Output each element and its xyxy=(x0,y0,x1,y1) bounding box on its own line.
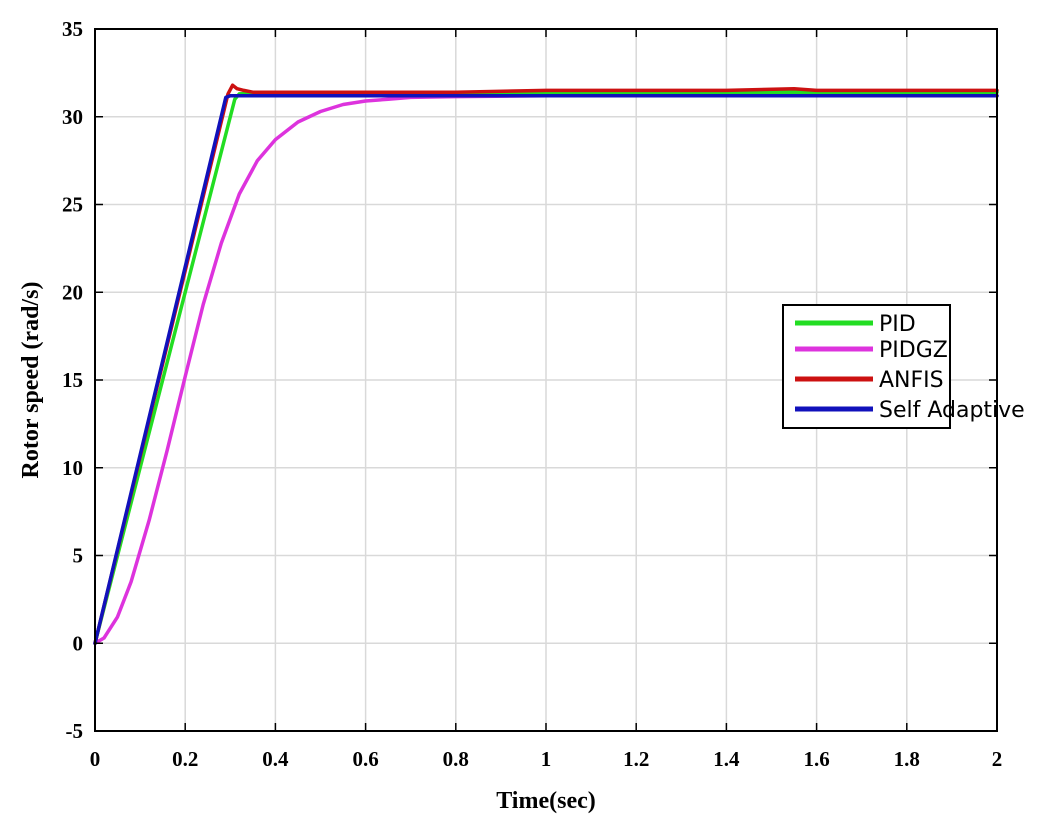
y-tick-label: 20 xyxy=(62,280,83,304)
y-axis-label: Rotor speed (rad/s) xyxy=(18,282,44,479)
x-tick-label: 1.8 xyxy=(894,747,920,771)
x-axis-label: Time(sec) xyxy=(496,788,596,814)
y-tick-label: -5 xyxy=(66,719,84,743)
y-tick-label: 25 xyxy=(62,193,83,217)
series-line-self-adaptive xyxy=(93,93,999,646)
plot-series xyxy=(93,83,999,646)
x-tick-label: 2 xyxy=(992,747,1003,771)
x-tick-label: 0.2 xyxy=(172,747,198,771)
series-line-anfis xyxy=(93,83,999,646)
y-tick-label: 15 xyxy=(62,368,83,392)
y-tick-label: 30 xyxy=(62,105,83,129)
axis-ticks: 0 0.2 0.4 0.6 0.8 1 1.2 1.4 1.6 1.8 2-505101520253… xyxy=(62,17,1002,771)
x-tick-label: 0.8 xyxy=(443,747,469,771)
x-tick-label: 1.2 xyxy=(623,747,649,771)
y-tick-label: 0 xyxy=(73,631,84,655)
x-tick-label: 0.6 xyxy=(352,747,378,771)
x-tick-label: 1.6 xyxy=(803,747,829,771)
legend-label-anfis: ANFIS xyxy=(879,368,944,393)
x-tick-label: 1.4 xyxy=(713,747,740,771)
y-tick-label: 35 xyxy=(62,17,83,41)
x-tick-label: 0.4 xyxy=(262,747,289,771)
x-tick-label: 1 xyxy=(541,747,552,771)
legend-label-self-adaptive: Self Adaptive xyxy=(879,398,1025,423)
y-tick-label: 10 xyxy=(62,456,83,480)
x-tick-label: 0 xyxy=(90,747,101,771)
y-tick-label: 5 xyxy=(73,544,84,568)
legend-label-pid: PID xyxy=(879,312,916,337)
legend-label-pidgz: PIDGZ xyxy=(879,338,948,363)
